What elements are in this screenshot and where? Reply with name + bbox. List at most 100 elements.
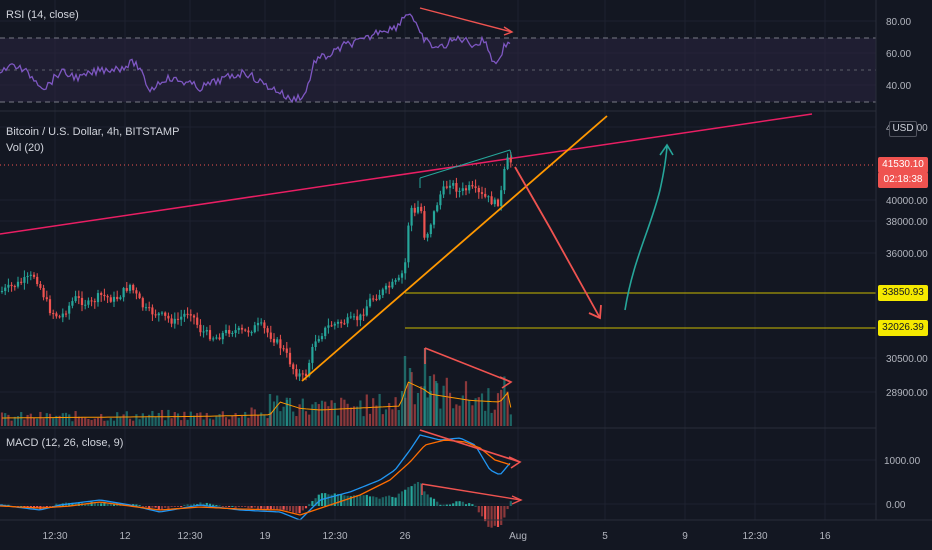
macd-histogram-bar <box>151 506 154 508</box>
candle-body <box>404 262 407 274</box>
volume-bar <box>352 406 356 426</box>
volume-bar <box>400 391 404 426</box>
candle-body <box>234 330 237 333</box>
candle-body <box>506 157 509 169</box>
histogram-divergence-arrow <box>421 483 523 505</box>
volume-bar <box>100 414 103 426</box>
candle-body <box>272 338 276 343</box>
volume-bar <box>408 368 412 426</box>
volume-bar <box>45 413 48 426</box>
candle-body <box>237 327 240 331</box>
candle-body <box>7 284 10 288</box>
red-down-arrow <box>514 166 602 320</box>
macd-histogram-bar <box>48 506 52 508</box>
candle-body <box>87 300 90 305</box>
candle-body <box>349 316 352 318</box>
volume-bar <box>132 420 135 426</box>
candle-body <box>135 290 138 294</box>
volume-bar <box>58 415 61 426</box>
candle-body <box>490 196 493 205</box>
candle-body <box>308 362 311 377</box>
candle-body <box>260 322 263 324</box>
volume-bar <box>10 420 13 426</box>
candle-body <box>471 185 474 187</box>
candle-body <box>282 348 285 350</box>
macd-histogram-bar <box>317 494 320 506</box>
volume-bar <box>407 383 410 426</box>
candle-body <box>487 196 490 198</box>
rsi-axis-labels: 80.00 60.00 40.00 <box>886 17 911 92</box>
volume-bar <box>224 417 228 426</box>
macd-histogram-bar <box>327 494 330 506</box>
rsi-indicator-label[interactable]: RSI (14, close) <box>6 9 79 21</box>
macd-histogram-bar <box>160 506 164 510</box>
candle-body <box>400 273 404 278</box>
time-axis-labels[interactable]: 12:30 12 12:30 19 12:30 26 Aug 5 9 12:30 16 <box>42 531 831 542</box>
symbol-title[interactable]: Bitcoin / U.S. Dollar, 4h, BITSTAMP <box>6 126 180 138</box>
currency-badge[interactable]: USD <box>889 121 917 137</box>
macd-histogram-bar <box>429 497 432 506</box>
rsi-axis-label: 40.00 <box>886 81 911 92</box>
candle-body <box>68 305 71 314</box>
macd-histogram-bar <box>96 503 100 506</box>
candle-body <box>148 307 151 309</box>
volume-bar <box>349 407 352 426</box>
candle-body <box>170 318 173 324</box>
macd-histogram-bar <box>244 506 247 507</box>
candle-body <box>426 234 429 238</box>
macd-histogram-bar <box>87 503 90 506</box>
macd-indicator-label[interactable]: MACD (12, 26, close, 9) <box>6 437 124 449</box>
candle-body <box>336 321 340 324</box>
macd-histogram-bar <box>484 506 487 522</box>
macd-histogram-bar <box>295 506 298 514</box>
candle-body <box>183 313 186 317</box>
volume-bar <box>503 376 506 426</box>
macd-histogram-bar <box>346 495 349 506</box>
volume-bar <box>29 413 32 426</box>
candle-body <box>164 312 167 316</box>
volume-bar <box>359 400 362 426</box>
volume-bar <box>506 391 509 426</box>
volume-bar <box>231 415 234 426</box>
candle-body <box>285 348 288 353</box>
volume-bar <box>215 415 218 426</box>
volume-divergence-arrow <box>424 347 513 389</box>
candle-body <box>340 321 343 324</box>
macd-histogram-bar <box>74 503 77 506</box>
volume-bar <box>445 377 448 426</box>
candle-body <box>452 183 455 186</box>
macd-histogram-bar <box>311 501 314 506</box>
macd-axis-labels: 1000.00 0.00 <box>884 456 921 511</box>
candle-body <box>4 287 7 292</box>
candles <box>0 152 512 381</box>
macd-histogram-bar <box>103 502 106 506</box>
candle-body <box>343 323 346 325</box>
candle-body <box>330 325 333 327</box>
volume-bar <box>253 409 256 426</box>
volume-bar <box>141 413 144 426</box>
volume-bar <box>436 383 439 426</box>
volume-bar <box>42 418 45 426</box>
candle-body <box>362 314 365 316</box>
macd-histogram-bar <box>55 503 58 506</box>
time-axis-label: 12:30 <box>322 531 347 542</box>
macd-histogram-bar <box>480 506 484 517</box>
candle-body <box>20 281 23 283</box>
candle-body <box>138 293 141 299</box>
volume-bar <box>471 405 474 426</box>
volume-bar <box>234 413 237 426</box>
volume-indicator-label[interactable]: Vol (20) <box>6 142 44 154</box>
macd-histogram-bar <box>269 506 272 509</box>
orange-trendline <box>301 115 608 382</box>
candle-body <box>468 185 471 191</box>
candle-body <box>352 316 356 318</box>
candle-body <box>394 280 397 282</box>
volume-bar <box>301 398 304 426</box>
volume-bar <box>320 400 324 426</box>
macd-divergence-arrow <box>419 429 522 469</box>
macd-histogram-bar <box>333 493 336 506</box>
volume-bar <box>458 405 461 426</box>
macd-histogram-bar <box>426 494 429 506</box>
macd-histogram-bar <box>487 506 490 527</box>
